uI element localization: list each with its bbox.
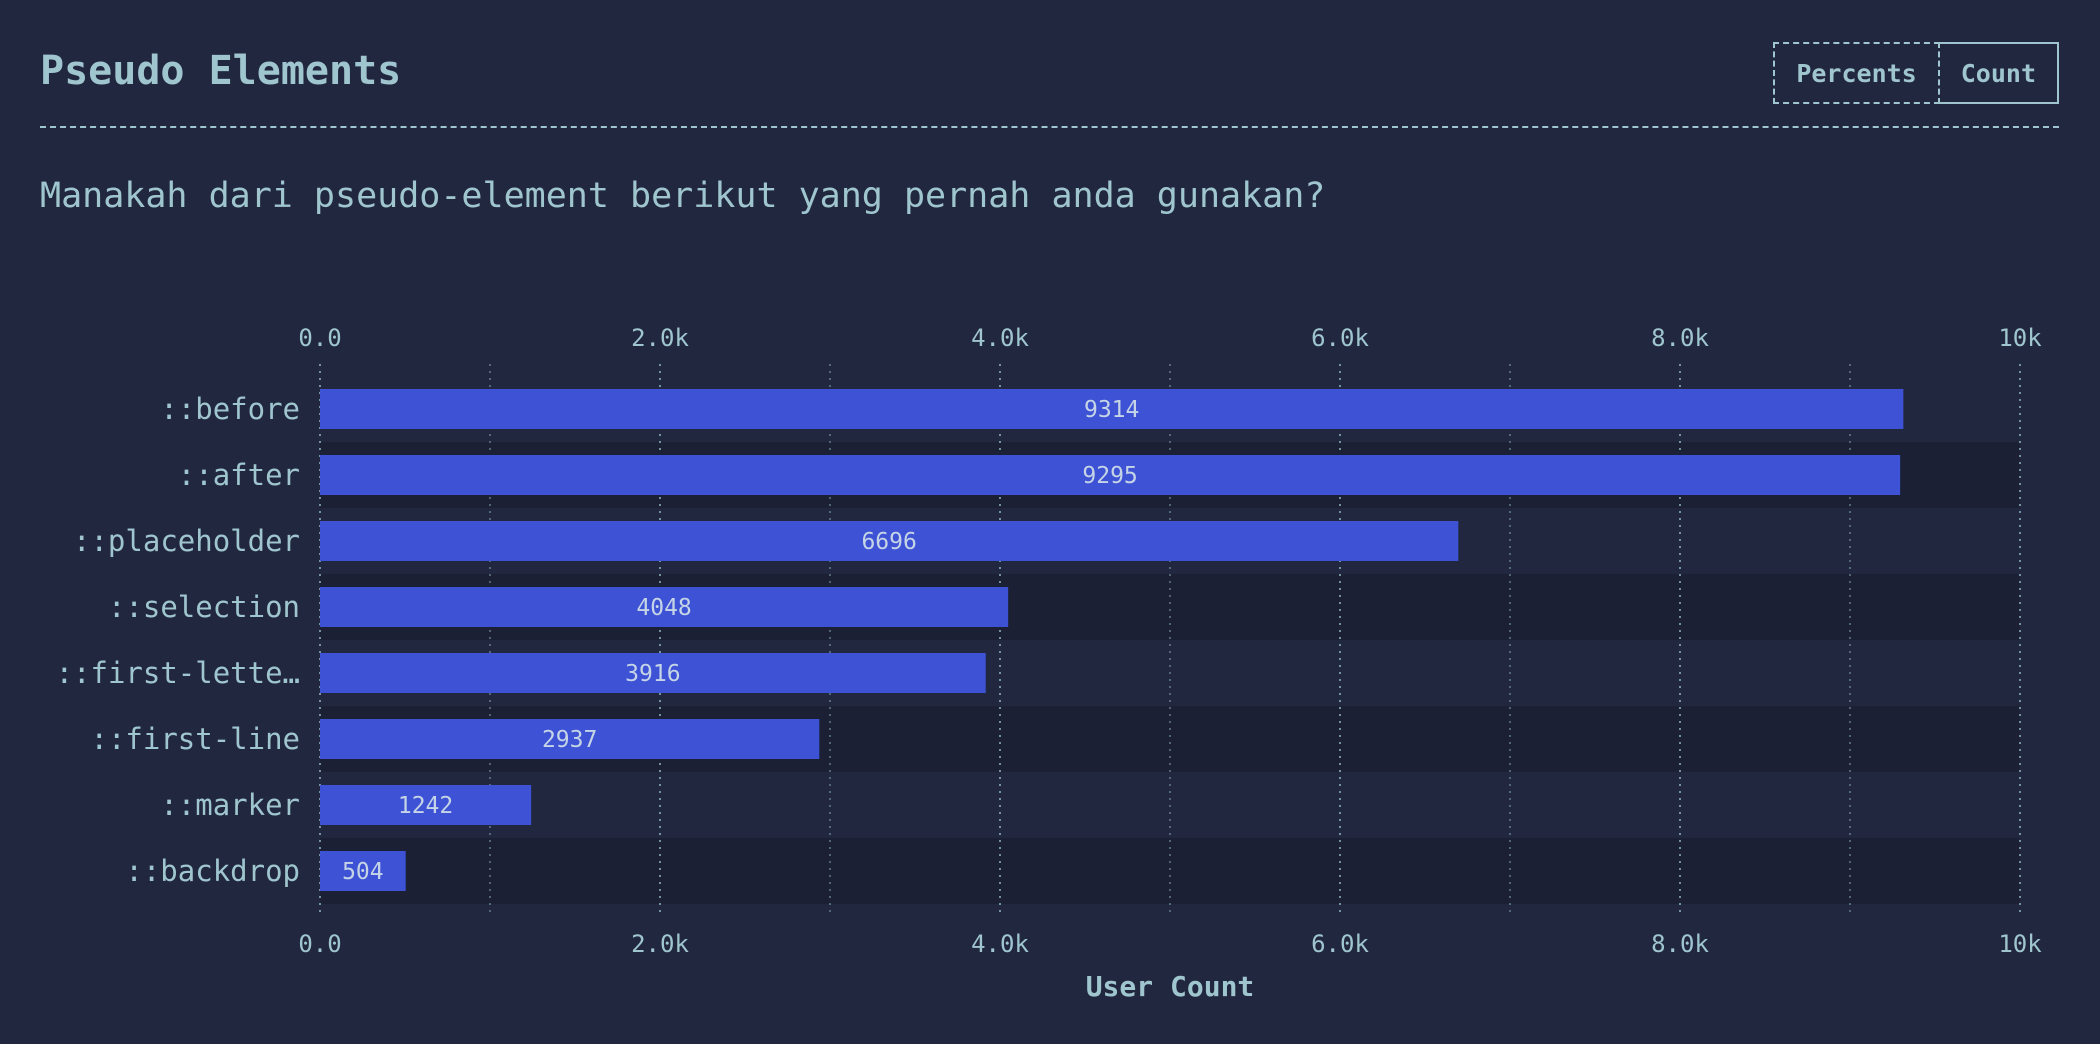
bar (320, 455, 1901, 495)
x-tick-label-top: 4.0k (971, 324, 1029, 352)
survey-question: Manakah dari pseudo-element berikut yang… (40, 176, 1326, 216)
bar-value-label: 1242 (398, 793, 453, 819)
bar (320, 785, 532, 825)
x-tick-label-top: 0.0 (298, 324, 341, 352)
x-tick-label-bottom: 6.0k (1311, 930, 1369, 958)
page-title: Pseudo Elements (40, 48, 402, 94)
x-tick-label-top: 6.0k (1311, 324, 1369, 352)
x-tick-label-bottom: 2.0k (631, 930, 689, 958)
x-tick-label-top: 10k (1998, 324, 2042, 352)
bar-value-label: 2937 (542, 727, 597, 753)
bar-value-label: 9314 (1084, 397, 1139, 423)
count-button[interactable]: Count (1939, 42, 2059, 104)
metric-toggle: Percents Count (1773, 42, 2059, 104)
bar-value-label: 4048 (636, 595, 691, 621)
x-tick-label-bottom: 4.0k (971, 930, 1029, 958)
category-label: ::backdrop (125, 854, 300, 888)
chart-header: Pseudo Elements Percents Count (40, 40, 2059, 128)
bar-value-label: 6696 (861, 529, 916, 555)
x-tick-label-bottom: 8.0k (1651, 930, 1709, 958)
bar (320, 521, 1459, 561)
x-tick-label-top: 2.0k (631, 324, 689, 352)
bar (320, 587, 1009, 627)
x-tick-label-top: 8.0k (1651, 324, 1709, 352)
category-label: ::placeholder (73, 524, 300, 558)
category-label: ::marker (160, 788, 300, 822)
bar (320, 851, 406, 891)
category-label: ::first-line (90, 722, 300, 756)
bar-value-label: 504 (342, 859, 384, 885)
bar (320, 389, 1904, 429)
x-tick-label-bottom: 0.0 (298, 930, 341, 958)
category-label: ::after (178, 458, 300, 492)
category-label: ::selection (108, 590, 300, 624)
x-axis-title: User Count (1086, 970, 1255, 1000)
bar-value-label: 9295 (1082, 463, 1137, 489)
category-label: ::first-lette… (56, 656, 300, 690)
bar (320, 653, 986, 693)
bar-value-label: 3916 (625, 661, 680, 687)
category-label: ::before (160, 392, 300, 426)
bar-chart: 0.0 0.0 2.0k 2.0k 4.0k 4.0k 6.0k 6.0k 8.0k 8.0k 10… (56, 324, 2043, 1000)
x-tick-label-bottom: 10k (1998, 930, 2042, 958)
percents-button[interactable]: Percents (1773, 42, 1940, 104)
bar (320, 719, 820, 759)
